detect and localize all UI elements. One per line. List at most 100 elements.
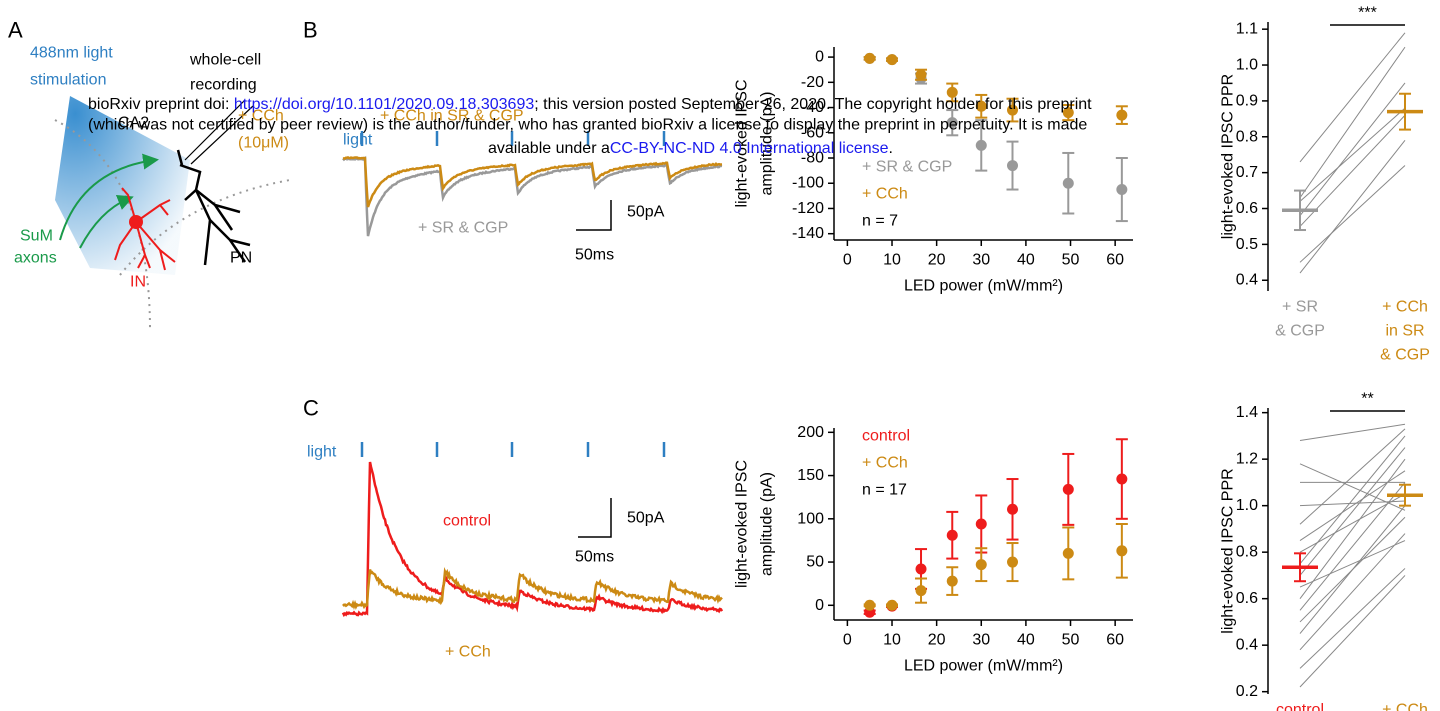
scale-label: 50pA [627, 510, 665, 527]
paired-line [1299, 423, 1406, 442]
scale-label: 50ms [575, 549, 614, 566]
trace-label: + CCh [445, 644, 491, 661]
data-point [886, 54, 898, 66]
panel-label: C [303, 396, 319, 421]
watermark-text: . [889, 140, 893, 157]
panel-label: B [303, 18, 318, 43]
data-point [886, 599, 898, 611]
diagram-label: whole-cell [189, 52, 261, 69]
paired-line [1299, 82, 1406, 216]
x-tick-label: 30 [972, 252, 990, 269]
trace-label: light [343, 132, 373, 149]
y-tick-label: 50 [806, 554, 824, 571]
data-point [915, 563, 927, 575]
interneuron-soma [129, 215, 143, 229]
diagram-label: 488nm light [30, 45, 113, 62]
legend-label: + SR & CGP [862, 159, 952, 176]
annotation: n = 7 [862, 213, 898, 230]
trace-label: + SR & CGP [418, 220, 508, 237]
y-tick-label: 0.4 [1236, 272, 1258, 289]
data-point [1116, 473, 1128, 485]
paired-line [1299, 46, 1406, 199]
y-tick-label: 0.6 [1236, 200, 1258, 217]
trace [342, 155, 723, 237]
watermark-line: bioRxiv preprint doi: https://doi.org/10… [88, 96, 1092, 113]
x-tick-label: 10 [883, 252, 901, 269]
data-point [1007, 556, 1019, 568]
x-tick-label: 50 [1062, 632, 1080, 649]
paired-line [1299, 140, 1406, 274]
watermark-text: ; this version posted September 26, 2020… [534, 96, 1092, 113]
y-axis-label: light-evoked IPSC [734, 79, 751, 207]
y-tick-label: -60 [801, 124, 824, 141]
y-tick-label: 0.6 [1236, 590, 1258, 607]
diagram-label: + CCh [238, 108, 284, 125]
y-tick-label: 200 [797, 424, 824, 441]
y-tick-label: 1.0 [1236, 497, 1258, 514]
watermark-line: available under aCC-BY-NC-ND 4.0 Interna… [488, 140, 893, 157]
diagram-label: SuM [20, 228, 53, 245]
layer-boundary [54, 119, 151, 331]
paired-line [1299, 540, 1406, 588]
pyramidal-neuron [176, 149, 251, 266]
x-tick-label: 10 [883, 632, 901, 649]
data-point [1116, 109, 1128, 121]
annotation: n = 17 [862, 482, 907, 499]
y-tick-label: 0 [815, 597, 824, 614]
diagram-label: axons [14, 250, 57, 267]
license-link[interactable]: CC-BY-NC-ND 4.0 International license [610, 140, 889, 157]
y-tick-label: -140 [792, 225, 824, 242]
y-tick-label: 0 [815, 49, 824, 66]
y-tick-label: 1.2 [1236, 451, 1258, 468]
paired-line [1299, 114, 1406, 227]
legend-label: + CCh [862, 455, 908, 472]
y-axis-label: light-evoked IPSC PPR [1220, 74, 1237, 239]
scale-label: 50ms [575, 247, 614, 264]
category-label: & CGP [1275, 323, 1325, 340]
data-point [1062, 107, 1074, 119]
x-tick-label: 40 [1017, 252, 1035, 269]
y-axis-label: amplitude (pA) [759, 91, 776, 195]
traces: light + CCh in SR & CGP + SR & CGP 50pA … [307, 108, 724, 661]
data-point [1116, 184, 1128, 196]
x-tick-label: 40 [1017, 632, 1035, 649]
trace-label: light [307, 444, 337, 461]
legend-label: control [862, 428, 910, 445]
charts: 0 -20 -40 -60 -80 -100 -120 -140 light-evoked IP… [734, 5, 1430, 711]
y-tick-label: -80 [801, 150, 824, 167]
y-tick-label: -20 [801, 74, 824, 91]
data-point [864, 52, 876, 64]
data-point [975, 100, 987, 112]
data-point [1007, 160, 1019, 172]
y-tick-label: 0.7 [1236, 164, 1258, 181]
y-tick-label: 100 [797, 510, 824, 527]
data-point [946, 529, 958, 541]
category-label: + CCh [1382, 702, 1428, 711]
pipette [184, 99, 254, 165]
x-tick-label: 0 [843, 252, 852, 269]
category-label: & CGP [1380, 347, 1430, 364]
diagram-label: IN [130, 274, 146, 291]
axon-arrow [79, 195, 134, 249]
category-label: + SR [1282, 299, 1318, 316]
category-label: + CCh [1382, 299, 1428, 316]
y-axis-label: light-evoked IPSC [734, 460, 751, 588]
y-tick-label: 0.4 [1236, 637, 1258, 654]
panel-label: A [8, 18, 23, 43]
x-tick-label: 60 [1106, 632, 1124, 649]
paired-line [1299, 493, 1406, 553]
paired-line [1299, 575, 1406, 688]
x-tick-label: 50 [1062, 252, 1080, 269]
y-tick-label: -120 [792, 200, 824, 217]
doi-link[interactable]: https://doi.org/10.1101/2020.09.18.30369… [234, 96, 535, 113]
watermark-text: available under a [488, 140, 610, 157]
axon-arrow [59, 153, 159, 241]
watermark-text: bioRxiv preprint doi: [88, 96, 234, 113]
scale-bar [578, 498, 612, 538]
data-point [975, 518, 987, 530]
watermark-line: (which was not certified by peer review)… [88, 117, 1087, 134]
paired-line [1299, 516, 1406, 623]
paired-line [1299, 500, 1406, 507]
data-point [1062, 177, 1074, 189]
